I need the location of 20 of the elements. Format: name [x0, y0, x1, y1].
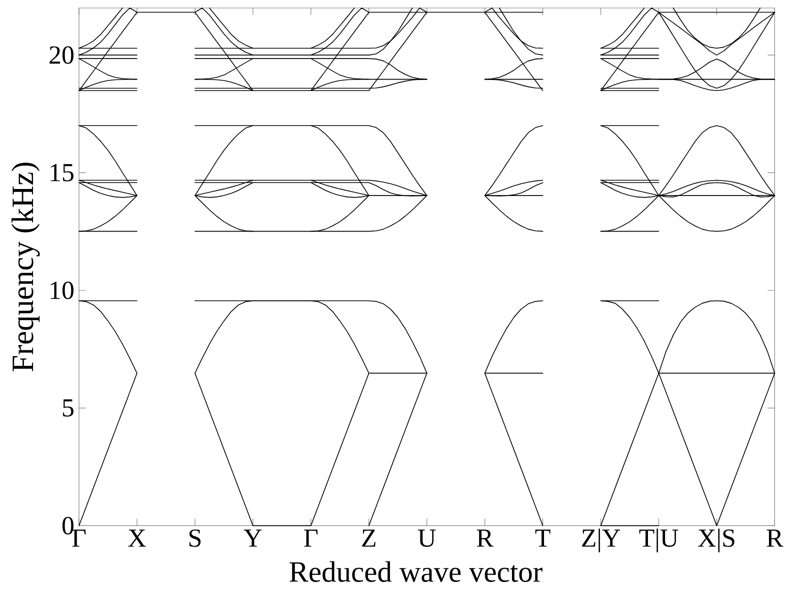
x-axis-title: Reduced wave vector: [290, 561, 542, 582]
y-tick-label: 0: [62, 516, 74, 534]
y-tick-label: 20: [50, 46, 74, 64]
x-tick-label: X: [128, 530, 146, 547]
x-tick-label: Z: [362, 530, 376, 547]
x-tick-label: R: [476, 530, 494, 547]
y-tick-label: 5: [62, 399, 74, 417]
x-tick-label: X|S: [698, 528, 734, 552]
x-tick-label: Z|Y: [582, 528, 620, 552]
x-tick-label: Γ: [304, 530, 318, 547]
x-tick-label: T: [535, 530, 550, 547]
y-axis-title: Frequency (kHz): [12, 162, 40, 372]
x-tick-label: U: [418, 530, 436, 547]
y-tick-label: 10: [50, 282, 74, 300]
x-tick-label: T|U: [639, 528, 678, 552]
x-tick-label: Y: [244, 530, 262, 547]
x-tick-label: S: [189, 529, 201, 547]
x-tick-label: Γ: [72, 530, 86, 547]
y-tick-label: 15: [50, 164, 74, 182]
x-tick-label: R: [766, 530, 784, 547]
